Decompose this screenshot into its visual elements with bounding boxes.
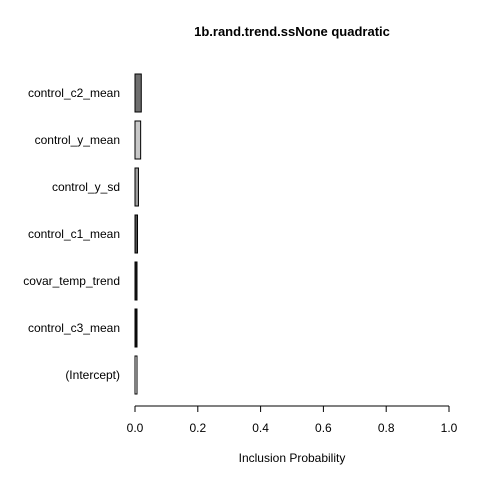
x-tick-label: 0.2 [189, 421, 206, 435]
bar-covar-temp-trend [134, 261, 138, 301]
bar-control-y-sd [134, 167, 139, 207]
category-label: (Intercept) [65, 368, 120, 382]
bar-control-c2-mean [134, 73, 142, 113]
category-label: control_c3_mean [28, 321, 120, 335]
bar-intercept [134, 355, 138, 395]
x-axis-label: Inclusion Probability [239, 451, 346, 465]
category-labels: control_c2_mean control_y_mean control_y_s… [23, 86, 120, 382]
x-tick-label: 0.4 [252, 421, 269, 435]
category-label: control_y_mean [35, 133, 120, 147]
bar-control-y-mean [134, 120, 142, 160]
x-tick-label: 1.0 [441, 421, 458, 435]
x-tick-label: 0.6 [315, 421, 332, 435]
bar-control-c3-mean [134, 308, 138, 348]
chart-title: 1b.rand.trend.ssNone quadratic [194, 24, 390, 39]
category-label: control_c1_mean [28, 227, 120, 241]
bars-layer [134, 73, 142, 395]
bar-control-c1-mean [134, 214, 139, 254]
category-label: control_y_sd [52, 180, 120, 194]
category-label: covar_temp_trend [23, 274, 120, 288]
category-label: control_c2_mean [28, 86, 120, 100]
x-axis-ticks: 0.0 0.2 0.4 0.6 0.8 1.0 [127, 406, 458, 435]
x-tick-label: 0.0 [127, 421, 144, 435]
x-tick-label: 0.8 [378, 421, 395, 435]
